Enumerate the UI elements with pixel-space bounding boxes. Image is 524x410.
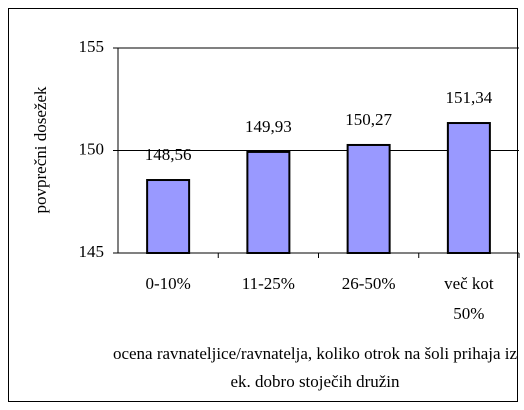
- bar: [346, 143, 391, 254]
- y-tick-label: 145: [79, 242, 105, 261]
- x-tick-label: 26-50%: [341, 274, 396, 293]
- value-label: 148,56: [145, 145, 192, 164]
- value-label: 149,93: [245, 117, 292, 136]
- bar: [446, 122, 491, 254]
- bar: [246, 150, 291, 254]
- x-tick-label: več kot 50%: [444, 274, 494, 323]
- x-tick-label: 0-10%: [145, 274, 191, 293]
- value-label: 151,34: [446, 88, 493, 107]
- value-label: 150,27: [345, 110, 392, 129]
- y-tick-label: 155: [79, 37, 105, 56]
- y-axis-label: povprečni dosežek: [31, 86, 50, 213]
- x-tick-label: 11-25%: [241, 274, 295, 293]
- y-tick-label: 150: [79, 139, 105, 158]
- frame: [8, 8, 518, 402]
- x-axis-label: ocena ravnateljice/ravnatelja, koliko ot…: [112, 344, 518, 391]
- bar: [146, 179, 191, 255]
